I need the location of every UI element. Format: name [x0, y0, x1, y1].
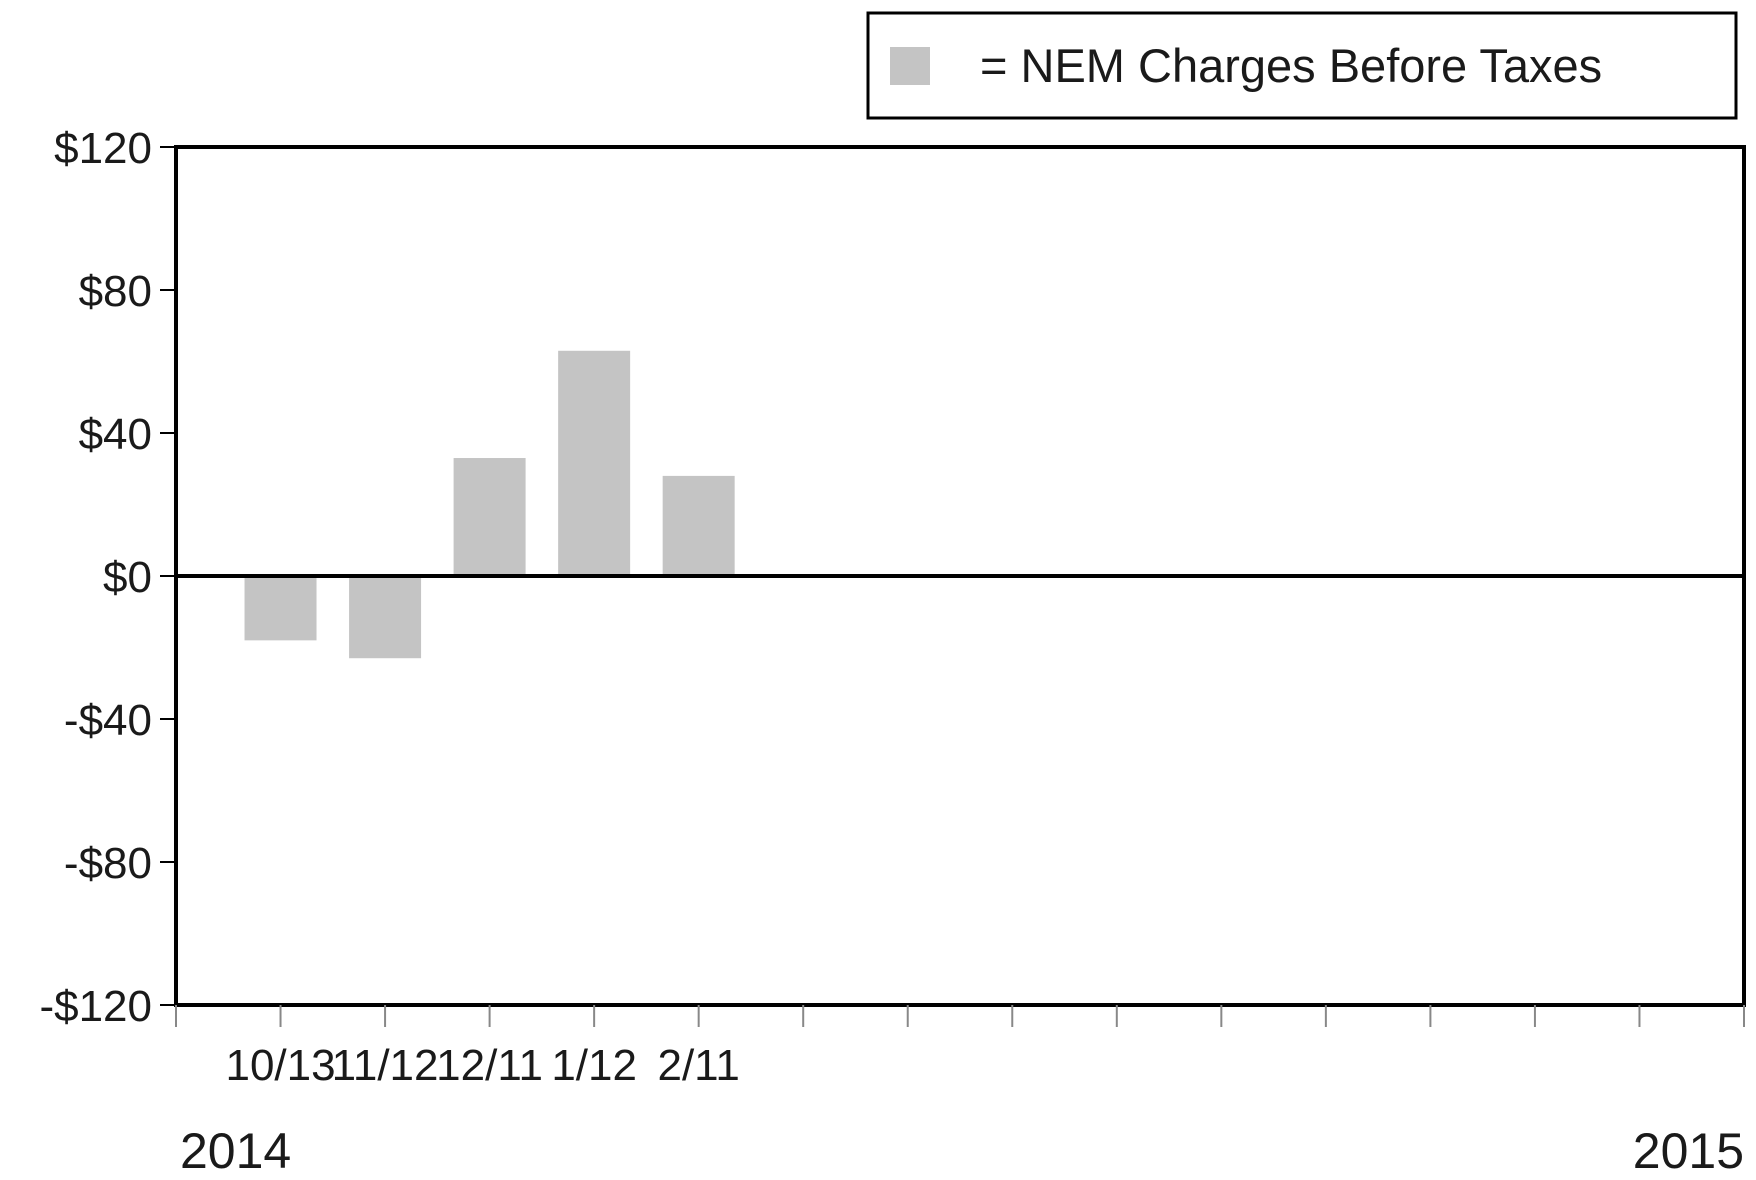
y-tick-label: -$80 [64, 839, 152, 888]
legend: = NEM Charges Before Taxes [866, 11, 1738, 120]
y-tick-label: $120 [54, 124, 152, 173]
x-tick-label: 1/12 [551, 1041, 637, 1090]
bar [453, 458, 526, 576]
x-tick-label: 10/13 [225, 1041, 335, 1090]
y-tick-label: -$120 [39, 982, 152, 1031]
x-tick-label: 2/11 [657, 1041, 739, 1090]
bar [349, 576, 422, 659]
bar [662, 475, 735, 576]
y-tick-label: $0 [103, 553, 152, 602]
y-tick-label: $80 [79, 267, 152, 316]
x-tick-label: 11/12 [332, 1041, 439, 1090]
legend-box [866, 11, 1738, 120]
year-label-start: 2014 [180, 1123, 291, 1179]
y-axis: $120 $80 $40 $0 -$40 -$80 -$120 [39, 124, 176, 1031]
y-tick-label: -$40 [64, 696, 152, 745]
bars-layer [244, 350, 735, 659]
legend-swatch [890, 47, 930, 85]
legend-label: = NEM Charges Before Taxes [980, 39, 1602, 92]
x-tick-label: 12/11 [436, 1041, 543, 1090]
bar [244, 576, 317, 641]
year-label-end: 2015 [1633, 1123, 1744, 1179]
bar [558, 350, 631, 576]
y-tick-label: $40 [79, 410, 152, 459]
